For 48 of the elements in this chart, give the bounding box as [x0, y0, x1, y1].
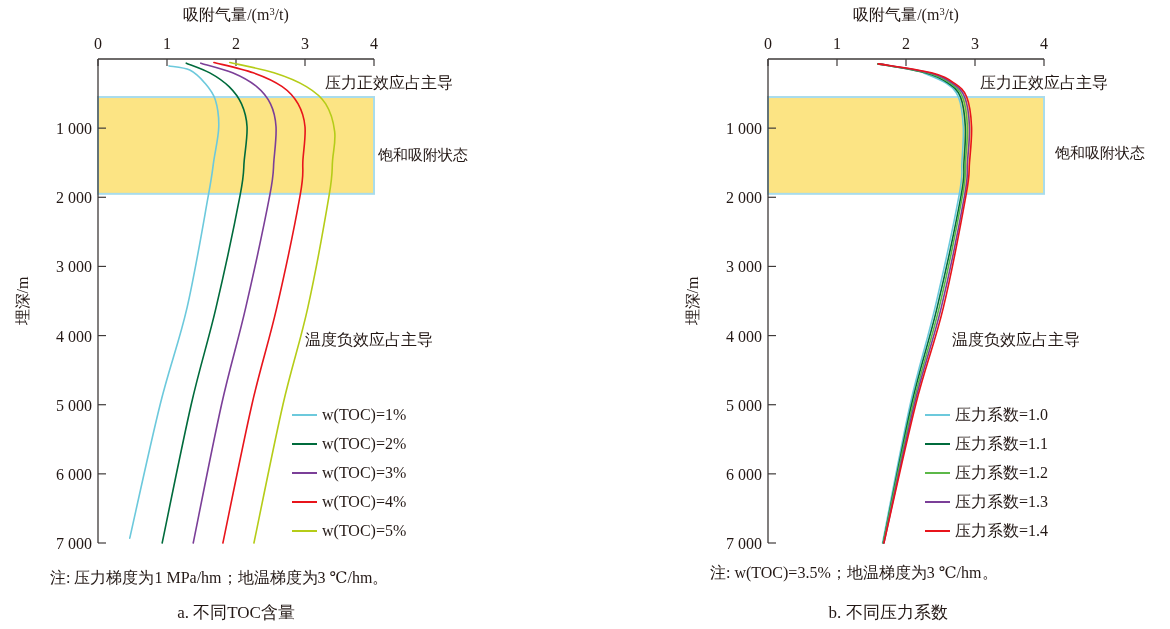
x-axis-title: 吸附气量/(m$^{3}$/t): [853, 5, 959, 24]
x-tick-label: 2: [902, 35, 910, 52]
text: a. 不同TOC含量: [177, 603, 295, 622]
y-tick-label: 4 000: [726, 327, 762, 345]
x-tick-label: 1: [163, 35, 171, 52]
legend-label: w(TOC)=2%: [322, 435, 407, 453]
y-tick-label: 5 000: [726, 396, 762, 414]
band-label: 饱和吸附状态: [1054, 145, 1145, 161]
y-tick-label: 7 000: [726, 535, 762, 552]
legend-label: 压力系数=1.2: [955, 464, 1049, 481]
legend-label: 压力系数=1.0: [955, 406, 1049, 423]
legend-label: w(TOC)=5%: [322, 522, 407, 540]
y-tick-label: 6 000: [726, 465, 762, 483]
x-tick-label: 1: [833, 35, 841, 52]
x-tick-label: 3: [971, 35, 979, 52]
y-tick-label: 5 000: [56, 396, 92, 414]
y-tick-label: 1 000: [726, 120, 762, 138]
x-tick-label: 3: [301, 35, 309, 52]
legend-label: w(TOC)=4%: [322, 493, 407, 511]
y-tick-label: 3 000: [726, 258, 762, 276]
annotation: 压力正效应占主导: [325, 74, 453, 91]
legend-label: 压力系数=1.4: [955, 522, 1049, 539]
y-tick-label: 7 000: [56, 535, 92, 552]
text: 注: w(TOC)=3.5%；地温梯度为3 ℃/hm。: [710, 564, 998, 582]
y-tick-label: 1 000: [56, 120, 92, 138]
x-tick-label: 4: [1040, 35, 1048, 52]
annotation: 温度负效应占主导: [305, 331, 433, 348]
text: b. 不同压力系数: [828, 603, 948, 622]
y-tick-label: 4 000: [56, 327, 92, 345]
band-label: 饱和吸附状态: [377, 147, 468, 163]
x-tick-label: 0: [764, 35, 772, 52]
y-tick-label: 2 000: [56, 189, 92, 207]
annotation: 压力正效应占主导: [980, 74, 1108, 91]
legend-label: w(TOC)=1%: [322, 406, 407, 424]
legend-label: 压力系数=1.3: [955, 493, 1049, 510]
x-axis-title: 吸附气量/(m$^{3}$/t): [183, 5, 289, 24]
legend-label: w(TOC)=3%: [322, 464, 407, 482]
x-tick-label: 2: [232, 35, 240, 52]
x-tick-label: 0: [94, 35, 102, 52]
y-tick-label: 6 000: [56, 465, 92, 483]
text: 注: 压力梯度为1 MPa/hm；地温梯度为3 ℃/hm。: [50, 569, 389, 586]
y-tick-label: 3 000: [56, 258, 92, 276]
y-axis-title: 埋深/m: [684, 276, 701, 327]
y-tick-label: 2 000: [726, 189, 762, 207]
x-tick-label: 4: [370, 35, 378, 52]
y-axis-title: 埋深/m: [14, 276, 31, 327]
legend-label: 压力系数=1.1: [955, 435, 1049, 452]
annotation: 温度负效应占主导: [952, 331, 1080, 348]
